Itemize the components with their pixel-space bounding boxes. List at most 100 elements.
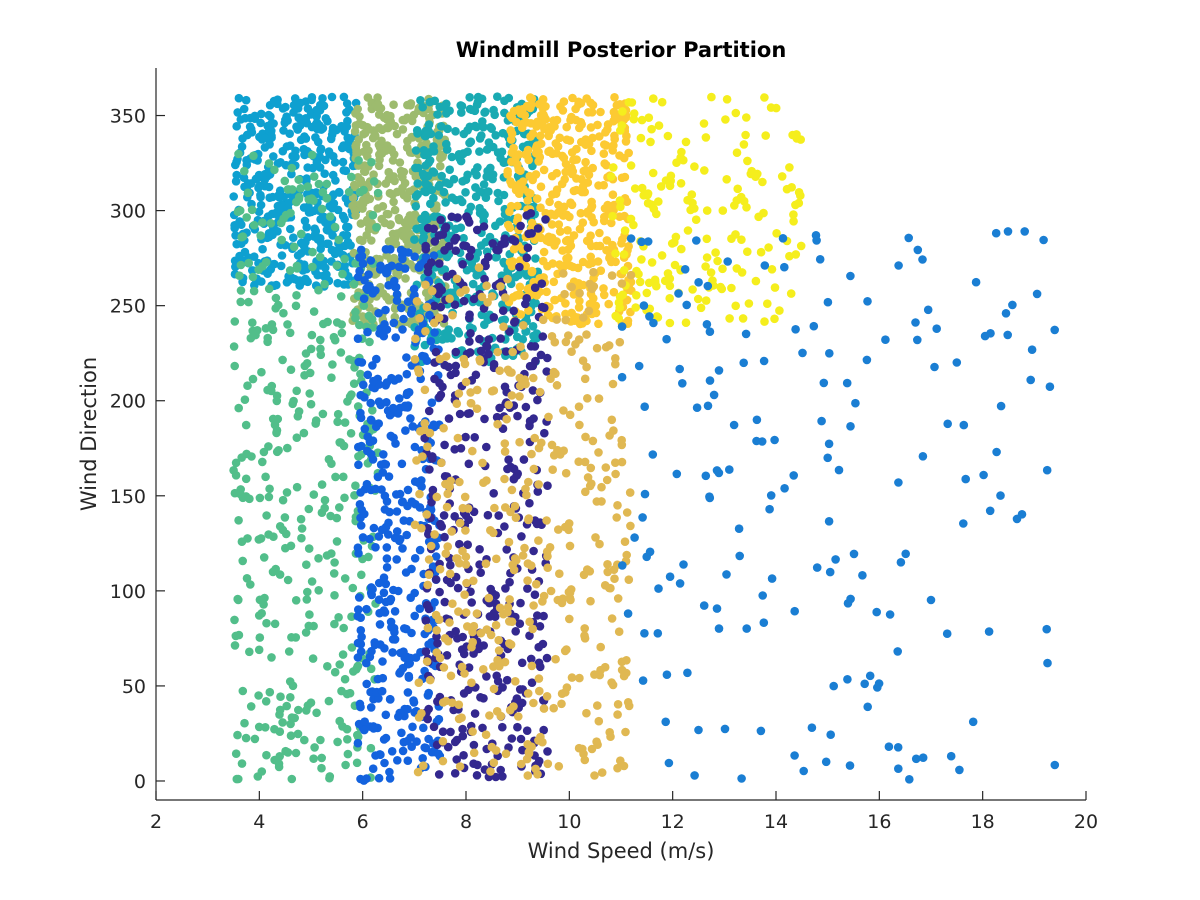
scatter-point bbox=[566, 241, 576, 251]
scatter-point bbox=[360, 725, 369, 735]
scatter-point bbox=[494, 646, 504, 655]
scatter-point bbox=[234, 516, 243, 525]
scatter-point bbox=[493, 419, 502, 429]
scatter-point bbox=[419, 723, 428, 733]
scatter-point bbox=[235, 271, 244, 281]
scatter-point bbox=[610, 93, 619, 102]
scatter-point bbox=[799, 766, 808, 776]
scatter-point bbox=[469, 576, 478, 586]
scatter-point bbox=[407, 116, 417, 126]
scatter-point bbox=[392, 129, 402, 139]
scatter-point bbox=[438, 737, 448, 746]
scatter-point bbox=[674, 289, 683, 298]
scatter-point bbox=[400, 247, 409, 257]
scatter-point bbox=[984, 627, 994, 636]
scatter-point bbox=[587, 744, 597, 754]
scatter-point bbox=[511, 627, 520, 636]
scatter-point bbox=[742, 624, 751, 633]
scatter-point bbox=[497, 147, 507, 157]
scatter-point bbox=[327, 92, 337, 102]
scatter-point bbox=[702, 253, 712, 262]
scatter-point bbox=[1003, 330, 1012, 340]
scatter-point bbox=[461, 432, 470, 442]
scatter-point bbox=[718, 206, 728, 215]
scatter-point bbox=[444, 414, 454, 423]
scatter-point bbox=[527, 678, 537, 687]
scatter-point bbox=[433, 110, 442, 119]
scatter-point bbox=[865, 671, 875, 681]
scatter-point bbox=[395, 394, 404, 403]
scatter-point bbox=[344, 187, 354, 197]
scatter-point bbox=[514, 712, 523, 721]
scatter-point bbox=[442, 252, 452, 262]
scatter-point bbox=[913, 335, 922, 345]
scatter-point bbox=[336, 348, 346, 357]
scatter-point bbox=[493, 92, 502, 101]
scatter-point bbox=[486, 163, 495, 173]
scatter-point bbox=[241, 474, 251, 484]
scatter-point bbox=[236, 297, 245, 307]
scatter-point bbox=[552, 381, 562, 390]
scatter-point bbox=[609, 116, 618, 126]
scatter-point bbox=[923, 305, 933, 315]
scatter-point bbox=[281, 746, 290, 756]
scatter-point bbox=[860, 679, 869, 689]
scatter-point bbox=[587, 197, 596, 207]
scatter-point bbox=[326, 511, 335, 521]
scatter-point bbox=[607, 415, 617, 425]
scatter-point bbox=[335, 503, 344, 512]
scatter-point bbox=[495, 366, 505, 376]
scatter-point bbox=[399, 314, 408, 324]
scatter-point bbox=[534, 736, 543, 745]
scatter-point bbox=[992, 447, 1001, 457]
series-4 bbox=[503, 93, 636, 329]
scatter-point bbox=[894, 478, 903, 487]
scatter-point bbox=[524, 155, 533, 165]
scatter-point bbox=[279, 126, 288, 135]
scatter-point bbox=[443, 330, 453, 340]
scatter-point bbox=[504, 455, 513, 465]
scatter-point bbox=[991, 228, 1001, 238]
scatter-point bbox=[731, 230, 740, 239]
scatter-point bbox=[381, 710, 391, 720]
scatter-point bbox=[461, 560, 471, 569]
scatter-point bbox=[763, 299, 772, 309]
scatter-point bbox=[487, 124, 497, 133]
scatter-point bbox=[257, 109, 266, 119]
scatter-point bbox=[278, 355, 287, 365]
scatter-point bbox=[249, 220, 259, 230]
scatter-point bbox=[268, 567, 278, 577]
scatter-point bbox=[574, 402, 584, 412]
scatter-point bbox=[296, 184, 305, 193]
scatter-point bbox=[501, 749, 511, 759]
scatter-point bbox=[571, 104, 580, 114]
scatter-point bbox=[593, 701, 602, 710]
scatter-point bbox=[559, 446, 568, 456]
scatter-point bbox=[287, 163, 297, 173]
scatter-point bbox=[558, 246, 567, 255]
scatter-point bbox=[447, 193, 457, 202]
scatter-point bbox=[501, 293, 510, 302]
scatter-point bbox=[393, 756, 402, 765]
scatter-point bbox=[304, 544, 314, 553]
scatter-point bbox=[601, 342, 611, 352]
scatter-point bbox=[233, 730, 242, 740]
scatter-point bbox=[817, 416, 826, 426]
scatter-point bbox=[291, 633, 301, 642]
scatter-point bbox=[466, 399, 476, 408]
scatter-point bbox=[885, 610, 895, 619]
scatter-point bbox=[292, 291, 301, 300]
scatter-point bbox=[322, 551, 332, 560]
scatter-point bbox=[388, 648, 397, 657]
scatter-point bbox=[930, 362, 939, 372]
scatter-point bbox=[256, 190, 265, 200]
scatter-point bbox=[481, 261, 490, 271]
x-tick-label: 4 bbox=[253, 811, 265, 833]
scatter-point bbox=[259, 553, 269, 562]
scatter-point bbox=[269, 96, 279, 106]
scatter-point bbox=[569, 155, 578, 165]
scatter-point bbox=[523, 243, 533, 252]
scatter-point bbox=[235, 217, 244, 226]
scatter-point bbox=[424, 406, 434, 416]
